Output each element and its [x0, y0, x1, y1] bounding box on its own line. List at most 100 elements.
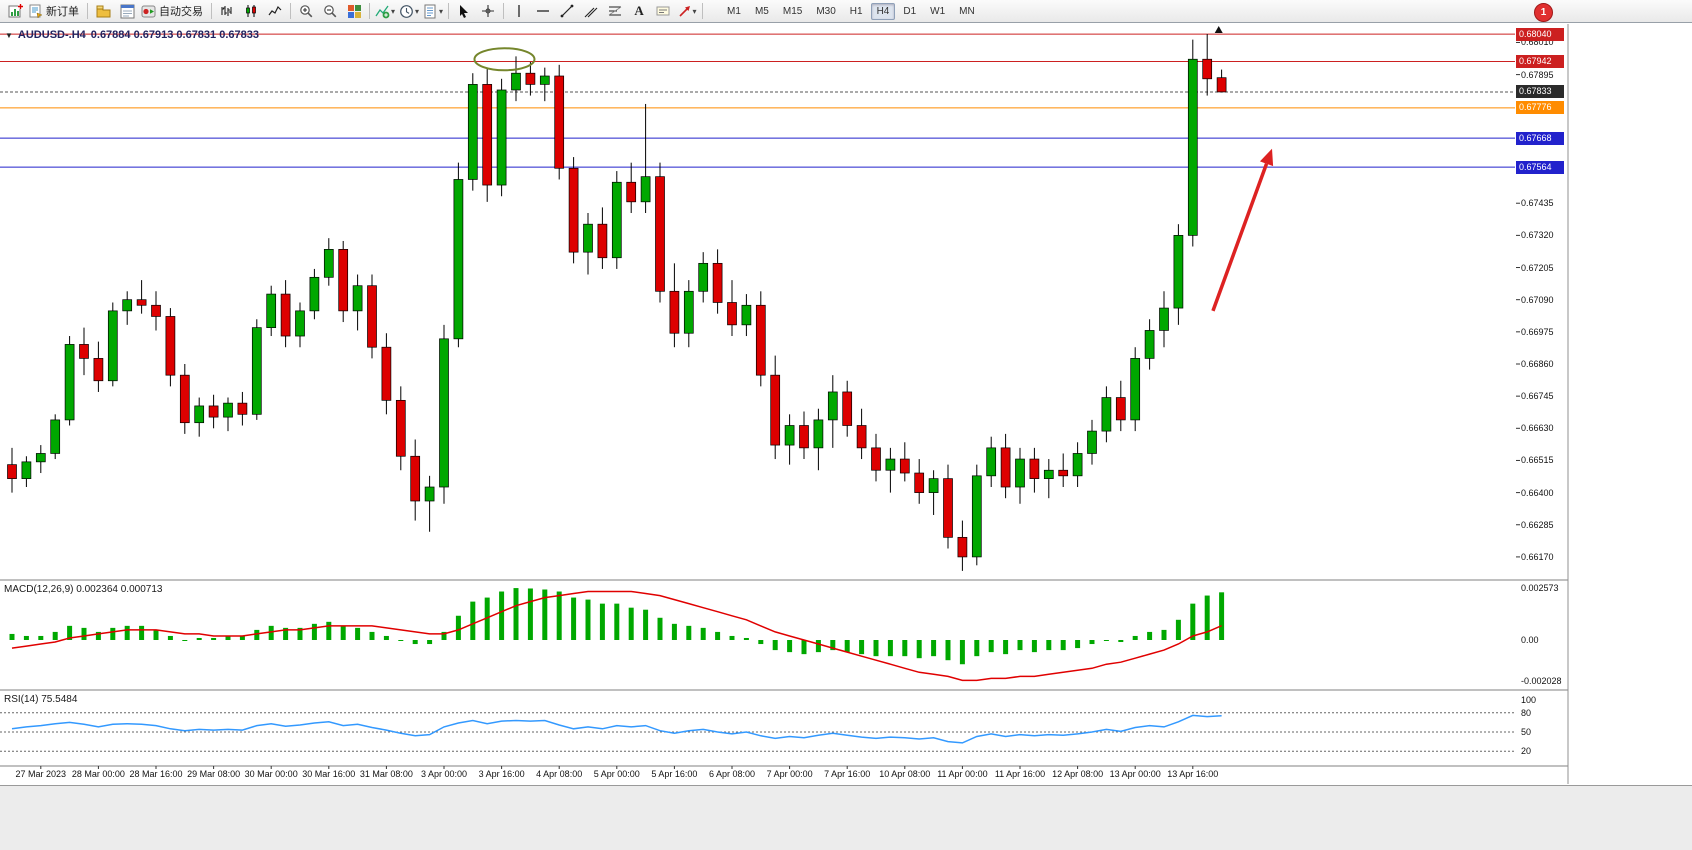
price-tick-label: 0.66975	[1521, 326, 1554, 337]
time-tick-label: 30 Mar 16:00	[302, 769, 356, 779]
chart-dropdown-icon[interactable]: ▼	[5, 30, 13, 40]
time-tick-label: 10 Apr 08:00	[879, 769, 931, 779]
macd-scale-label: -0.002028	[1521, 675, 1562, 686]
price-tick-label: 0.67205	[1521, 262, 1554, 273]
new-chart-icon	[8, 3, 23, 17]
text-button[interactable]: A	[627, 2, 651, 21]
timeframe-h1[interactable]: H1	[849, 5, 863, 17]
macd-scale-label: 0.00	[1521, 635, 1539, 645]
text-label-button[interactable]	[651, 2, 675, 21]
price-level-box: 0.67564	[1516, 160, 1564, 174]
price-level-box: 0.67833	[1516, 85, 1564, 99]
arrows-button[interactable]: ▾	[675, 2, 699, 21]
clock-icon	[400, 4, 413, 18]
market-watch-button[interactable]	[115, 2, 139, 21]
tile-windows-button[interactable]	[342, 2, 366, 21]
rsi-scale-label: 20	[1521, 746, 1532, 757]
new-chart-button[interactable]	[3, 2, 27, 21]
timeframe-d1[interactable]: D1	[903, 5, 917, 17]
horizontal-line-icon	[537, 10, 550, 12]
chart-symbol-period: AUDUSD-.H4	[17, 29, 86, 41]
price-tick-label: 0.66170	[1521, 551, 1554, 562]
ellipse-annotation[interactable]	[473, 47, 536, 72]
zoom-out-button[interactable]	[318, 2, 342, 21]
time-tick-label: 31 Mar 08:00	[359, 769, 413, 779]
arrow-annotation-shaft[interactable]	[1211, 163, 1269, 312]
price-tick-label: 0.67090	[1521, 294, 1554, 305]
time-tick-label: 5 Apr 16:00	[651, 769, 698, 779]
up-triangle-marker[interactable]	[1214, 26, 1223, 33]
new-order-button[interactable]: 新订单	[27, 2, 84, 21]
profiles-button[interactable]	[91, 2, 115, 21]
text-label-icon	[656, 6, 670, 15]
macd-signal-line	[11, 590, 1222, 682]
time-tick-label: 28 Mar 16:00	[129, 769, 183, 779]
new-order-icon	[29, 4, 43, 18]
price-tick-label: 0.67895	[1521, 69, 1554, 80]
rsi-scale-label: 100	[1521, 695, 1537, 705]
fibonacci-button[interactable]	[603, 2, 627, 21]
price-tick-label: 0.66515	[1521, 455, 1554, 466]
candlestick-chart-icon	[246, 5, 256, 17]
rsi-scale-label: 50	[1521, 727, 1532, 737]
text-tool-glyph: A	[634, 3, 644, 18]
crosshair-button[interactable]	[476, 2, 500, 21]
line-chart-button[interactable]	[263, 2, 287, 21]
vertical-line-button[interactable]	[507, 2, 531, 21]
periods-button[interactable]: ▾	[397, 2, 421, 21]
timeframe-w1[interactable]: W1	[930, 5, 946, 17]
timeframe-m30[interactable]: M30	[816, 5, 836, 17]
horizontal-line-button[interactable]	[531, 2, 555, 21]
time-tick-label: 4 Apr 08:00	[536, 769, 583, 779]
vertical-line-icon	[518, 5, 520, 17]
time-tick-label: 13 Apr 00:00	[1109, 769, 1161, 779]
rsi-label: RSI(14) 75.5484	[4, 694, 78, 705]
auto-trading-label: 自动交易	[159, 6, 203, 18]
line-chart-icon	[268, 5, 282, 16]
time-tick-label: 27 Mar 2023	[15, 769, 67, 779]
price-tick-label: 0.68010	[1521, 37, 1554, 48]
indicators-button[interactable]: ▾	[373, 2, 397, 21]
timeframe-m1[interactable]: M1	[727, 5, 741, 17]
timeframe-m5[interactable]: M5	[754, 5, 769, 17]
timeframe-mn[interactable]: MN	[959, 5, 975, 17]
notification-badge[interactable]: 1	[1534, 3, 1553, 22]
toolbar-separator	[87, 3, 88, 19]
price-level-box: 0.67668	[1516, 131, 1564, 145]
time-tick-label: 5 Apr 00:00	[593, 769, 640, 779]
timeframe-h4[interactable]: H4	[870, 2, 896, 20]
price-tick-label: 0.67435	[1521, 198, 1554, 209]
candlestick-chart-button[interactable]	[239, 2, 263, 21]
arrow-annotation-head[interactable]	[1259, 148, 1274, 167]
time-tick-label: 7 Apr 00:00	[766, 769, 813, 779]
window-bottom-area	[0, 785, 1692, 850]
rsi-line	[11, 714, 1222, 744]
macd-scale-label: 0.002573	[1521, 583, 1559, 594]
time-tick-label: 13 Apr 16:00	[1167, 769, 1219, 779]
time-tick-label: 3 Apr 16:00	[478, 769, 525, 779]
price-level-box: 0.68040	[1516, 27, 1564, 41]
time-tick-label: 11 Apr 16:00	[994, 769, 1046, 779]
price-level-box: 0.67942	[1516, 54, 1564, 68]
auto-trading-button[interactable]: 自动交易	[139, 2, 208, 21]
periods-caret-icon: ▾	[415, 6, 420, 16]
templates-button[interactable]: ▾	[421, 2, 445, 21]
arrow-tool-icon	[678, 6, 690, 17]
indicators-caret-icon: ▾	[391, 6, 396, 16]
trendline-button[interactable]	[555, 2, 579, 21]
main-toolbar: 新订单 自动交易 ▾ ▾ ▾	[0, 0, 1692, 23]
cursor-button[interactable]	[452, 2, 476, 21]
time-tick-label: 28 Mar 00:00	[71, 769, 125, 779]
time-tick-label: 29 Mar 08:00	[187, 769, 241, 779]
zoom-in-button[interactable]	[294, 2, 318, 21]
time-tick-label: 11 Apr 00:00	[937, 769, 988, 779]
equidistant-channel-button[interactable]	[579, 2, 603, 21]
rsi-scale-label: 80	[1521, 707, 1532, 718]
time-tick-label: 12 Apr 08:00	[1052, 769, 1104, 779]
timeframe-m15[interactable]: M15	[782, 5, 803, 17]
tile-windows-icon	[347, 4, 361, 18]
bar-chart-button[interactable]	[215, 2, 239, 21]
zoom-out-icon	[323, 4, 336, 17]
time-tick-label: 30 Mar 00:00	[244, 769, 298, 779]
